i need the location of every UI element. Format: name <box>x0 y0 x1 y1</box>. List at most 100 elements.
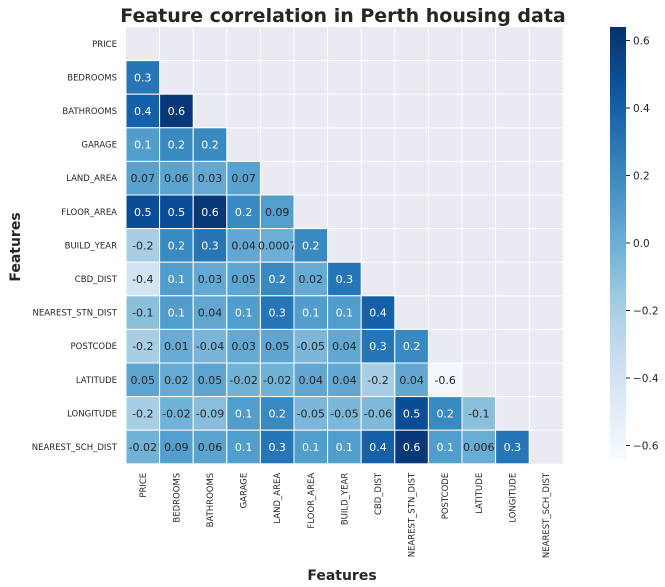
heatmap-cell <box>226 429 261 465</box>
colorbar-tick-label: 0.0 <box>633 238 650 250</box>
cell-value-label: -0.02 <box>129 441 157 454</box>
cell-value-label: 0.07 <box>131 172 156 185</box>
x-tick-label: LAND_AREA <box>273 473 283 524</box>
x-tick-label: CBD_DIST <box>374 472 384 515</box>
x-tick-label: LONGITUDE <box>508 473 518 523</box>
heatmap-cell <box>259 362 295 398</box>
y-tick-label: FLOOR_AREA <box>61 208 117 218</box>
heatmap-cell <box>461 396 497 431</box>
cell-value-label: -0.09 <box>196 407 224 420</box>
heatmap-cell <box>159 396 194 431</box>
cell-value-label: -0.1 <box>132 307 153 320</box>
chart-title: Feature correlation in Perth housing dat… <box>120 5 566 27</box>
cell-value-label: -0.02 <box>229 374 257 387</box>
cell-value-label: 0.1 <box>436 441 454 454</box>
cell-value-label: -0.2 <box>132 340 153 353</box>
heatmap-cell <box>427 396 463 431</box>
cell-value-label: 0.01 <box>164 340 189 353</box>
cell-value-label: 0.1 <box>168 307 186 320</box>
cell-value-label: 0.03 <box>231 340 256 353</box>
heatmap-cell <box>192 429 228 465</box>
cell-value-label: 0.2 <box>268 407 286 420</box>
cell-value-label: 0.06 <box>198 441 223 454</box>
x-tick-label: FLOOR_AREA <box>307 473 317 529</box>
heatmap-cell <box>159 194 194 230</box>
cell-value-label: 0.06 <box>164 172 189 185</box>
heatmap-cell <box>226 160 261 196</box>
cell-value-label: 0.04 <box>299 374 324 387</box>
heatmap-cell <box>293 228 329 263</box>
x-tick-label: NEAREST_STN_DIST <box>408 472 418 557</box>
cell-value-label: -0.05 <box>297 407 325 420</box>
heatmap-cell <box>125 429 161 465</box>
cell-value-label: 0.3 <box>369 340 387 353</box>
cell-value-label: -0.04 <box>196 340 224 353</box>
x-tick-labels: PRICE BEDROOMS BATHROOMS GARAGE LAND_AREA FLO… <box>139 472 552 558</box>
heatmap-cell <box>159 93 194 129</box>
cell-value-label: 0.04 <box>399 374 424 387</box>
heatmap-cell <box>192 295 228 330</box>
heatmap-cell <box>394 328 429 364</box>
heatmap-cell <box>360 328 396 364</box>
cell-value-label: 0.4 <box>134 105 152 118</box>
cell-value-label: 0.02 <box>164 374 189 387</box>
heatmap-cell <box>259 429 295 465</box>
cell-value-label: 0.07 <box>231 172 256 185</box>
cell-value-label: 0.3 <box>268 441 286 454</box>
heatmap-cell <box>259 396 295 431</box>
cell-value-label: 0.04 <box>332 374 357 387</box>
heatmap-cell <box>226 362 261 398</box>
y-tick-label: PRICE <box>92 40 117 50</box>
x-tick-label: GARAGE <box>240 473 250 509</box>
heatmap-cell <box>394 362 429 398</box>
cell-value-label: 0.2 <box>302 239 320 252</box>
heatmap-cell <box>125 160 161 196</box>
heatmap-cell <box>427 362 463 398</box>
cell-value-label: 0.1 <box>302 441 320 454</box>
x-tick-label: BUILD_YEAR <box>340 473 350 525</box>
cell-value-label: 0.1 <box>302 307 320 320</box>
cell-value-label: 0.3 <box>504 441 522 454</box>
cell-value-label: 0.6 <box>201 206 219 219</box>
cell-value-label: -0.06 <box>364 407 392 420</box>
y-tick-label: GARAGE <box>81 141 117 151</box>
heatmap-cell <box>159 127 194 162</box>
cell-value-label: 0.3 <box>268 307 286 320</box>
heatmap-cell <box>293 429 329 465</box>
heatmap-cell <box>192 328 228 364</box>
x-tick-label: NEAREST_SCH_DIST <box>542 472 552 558</box>
cell-value-label: -0.02 <box>162 407 190 420</box>
colorbar-tick-label: −0.4 <box>633 373 659 385</box>
x-tick-label: LATITUDE <box>475 473 485 514</box>
heatmap-cell <box>259 328 295 364</box>
colorbar-ticks: 0.6 0.4 0.2 0.0 −0.2 −0.4 −0.6 <box>626 36 659 453</box>
cell-value-label: 0.04 <box>198 307 223 320</box>
x-tick-label: POSTCODE <box>441 473 451 519</box>
cell-value-label: 0.4 <box>369 441 387 454</box>
cell-value-label: -0.6 <box>434 374 455 387</box>
y-tick-labels: PRICE BEDROOMS BATHROOMS GARAGE LAND_AREA FLO… <box>32 40 118 453</box>
cell-value-label: 0.1 <box>235 307 253 320</box>
cell-value-label: 0.5 <box>403 407 421 420</box>
cell-value-label: 0.2 <box>235 206 253 219</box>
cell-value-label: 0.5 <box>134 206 152 219</box>
cell-value-label: 0.09 <box>164 441 189 454</box>
cell-value-label: 0.3 <box>201 239 219 252</box>
heatmap-cell <box>293 396 329 431</box>
y-tick-label: LONGITUDE <box>67 409 117 419</box>
cell-value-label: 0.006 <box>463 441 495 454</box>
cell-value-label: 0.02 <box>299 273 324 286</box>
heatmap-cell <box>360 396 396 431</box>
y-tick-label: POSTCODE <box>71 342 117 352</box>
colorbar-tick-label: 0.6 <box>633 36 650 48</box>
heatmap-cell <box>327 295 362 330</box>
cell-value-label: 0.4 <box>369 307 387 320</box>
y-tick-label: NEAREST_STN_DIST <box>33 309 118 319</box>
cell-value-label: 0.09 <box>265 206 290 219</box>
heatmap-cell <box>125 328 161 364</box>
x-tick-label: PRICE <box>139 473 149 498</box>
cell-value-label: 0.1 <box>168 273 186 286</box>
heatmap-cell <box>226 261 261 297</box>
x-axis-label: Features <box>307 568 376 584</box>
colorbar-tick-label: −0.2 <box>633 306 659 318</box>
